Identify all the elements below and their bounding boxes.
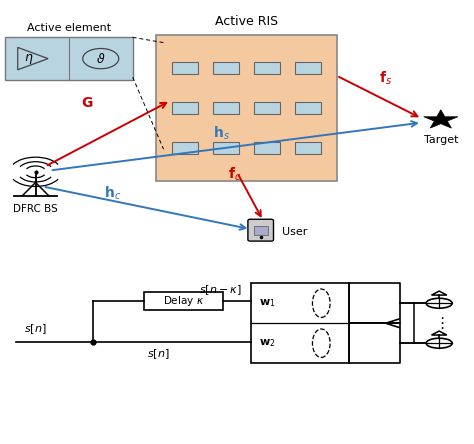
Polygon shape (386, 319, 400, 328)
Text: DFRC BS: DFRC BS (13, 204, 58, 214)
Text: $s[n]$: $s[n]$ (24, 322, 46, 336)
Bar (172, 142, 198, 154)
Text: $s[n-\kappa]$: $s[n-\kappa]$ (200, 283, 242, 297)
Bar (254, 62, 280, 74)
Bar (172, 62, 198, 74)
Text: Target: Target (424, 135, 458, 145)
Bar (254, 142, 280, 154)
Text: $\mathbf{f}_s$: $\mathbf{f}_s$ (379, 70, 392, 87)
Bar (251, 283, 348, 363)
Text: Active RIS: Active RIS (215, 15, 278, 28)
Polygon shape (424, 110, 458, 128)
Bar (295, 62, 321, 74)
Bar (172, 102, 198, 114)
Text: Delay $\kappa$: Delay $\kappa$ (163, 294, 204, 308)
Bar (144, 292, 223, 310)
Text: Active element: Active element (27, 23, 111, 32)
Text: $\vartheta$: $\vartheta$ (96, 52, 106, 66)
Bar (213, 102, 239, 114)
FancyBboxPatch shape (248, 219, 273, 241)
Text: $\eta$: $\eta$ (24, 52, 34, 66)
Bar (295, 102, 321, 114)
Text: $\mathbf{f}_c$: $\mathbf{f}_c$ (228, 166, 241, 183)
Text: $\mathbf{w}_2$: $\mathbf{w}_2$ (259, 337, 276, 349)
Bar (5, 37, 133, 80)
Text: $\mathbf{h}_s$: $\mathbf{h}_s$ (213, 124, 230, 142)
Text: $s[n]$: $s[n]$ (147, 347, 169, 361)
Bar (295, 142, 321, 154)
Text: $\mathbf{h}_c$: $\mathbf{h}_c$ (104, 184, 121, 202)
Text: $\mathbf{w}_1$: $\mathbf{w}_1$ (259, 297, 276, 309)
Bar (213, 62, 239, 74)
Bar (213, 142, 239, 154)
Text: $\mathbf{G}$: $\mathbf{G}$ (81, 95, 93, 110)
Bar (254, 226, 268, 235)
Text: User: User (282, 227, 308, 237)
Bar (254, 102, 280, 114)
Text: $\vdots$: $\vdots$ (434, 315, 444, 331)
Bar (156, 35, 337, 181)
